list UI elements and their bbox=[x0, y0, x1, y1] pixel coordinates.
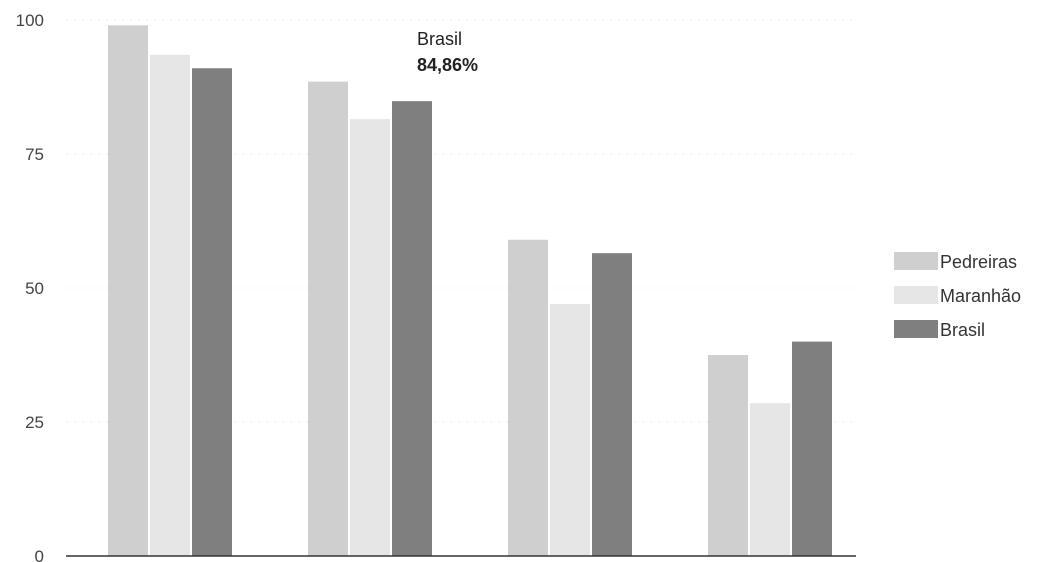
tooltip: Brasil 84,86% bbox=[417, 29, 478, 75]
bars-layer bbox=[108, 25, 832, 557]
legend-swatch bbox=[894, 320, 938, 338]
bar-maranho-1[interactable] bbox=[150, 54, 190, 557]
bar-maranho-3[interactable] bbox=[550, 304, 590, 556]
y-tick-label: 75 bbox=[25, 145, 44, 164]
legend-swatch bbox=[894, 252, 938, 270]
legend-label: Pedreiras bbox=[940, 252, 1017, 272]
bar-pedreiras-3[interactable] bbox=[508, 239, 548, 556]
y-tick-label: 0 bbox=[35, 547, 44, 562]
legend-label: Maranhão bbox=[940, 286, 1021, 306]
tooltip-value: 84,86% bbox=[417, 55, 478, 75]
bar-pedreiras-2[interactable] bbox=[308, 81, 348, 556]
bar-pedreiras-1[interactable] bbox=[108, 25, 148, 557]
legend-swatch bbox=[894, 286, 938, 304]
legend-label: Brasil bbox=[940, 320, 985, 340]
bar-brasil-3[interactable] bbox=[592, 253, 632, 556]
bar-brasil-4[interactable] bbox=[792, 341, 832, 556]
tooltip-series-name: Brasil bbox=[417, 29, 462, 49]
bar-maranho-4[interactable] bbox=[750, 403, 790, 556]
legend: Pedreiras Maranhão Brasil bbox=[894, 252, 1021, 340]
y-tick-label: 50 bbox=[25, 279, 44, 298]
bar-brasil-1[interactable] bbox=[192, 68, 232, 557]
bar-maranho-2[interactable] bbox=[350, 119, 390, 556]
y-tick-label: 25 bbox=[25, 413, 44, 432]
bar-brasil-2[interactable] bbox=[392, 101, 432, 557]
y-axis-ticks: 0 25 50 75 100 bbox=[16, 11, 44, 562]
bar-pedreiras-4[interactable] bbox=[708, 355, 748, 556]
y-tick-label: 100 bbox=[16, 11, 44, 30]
